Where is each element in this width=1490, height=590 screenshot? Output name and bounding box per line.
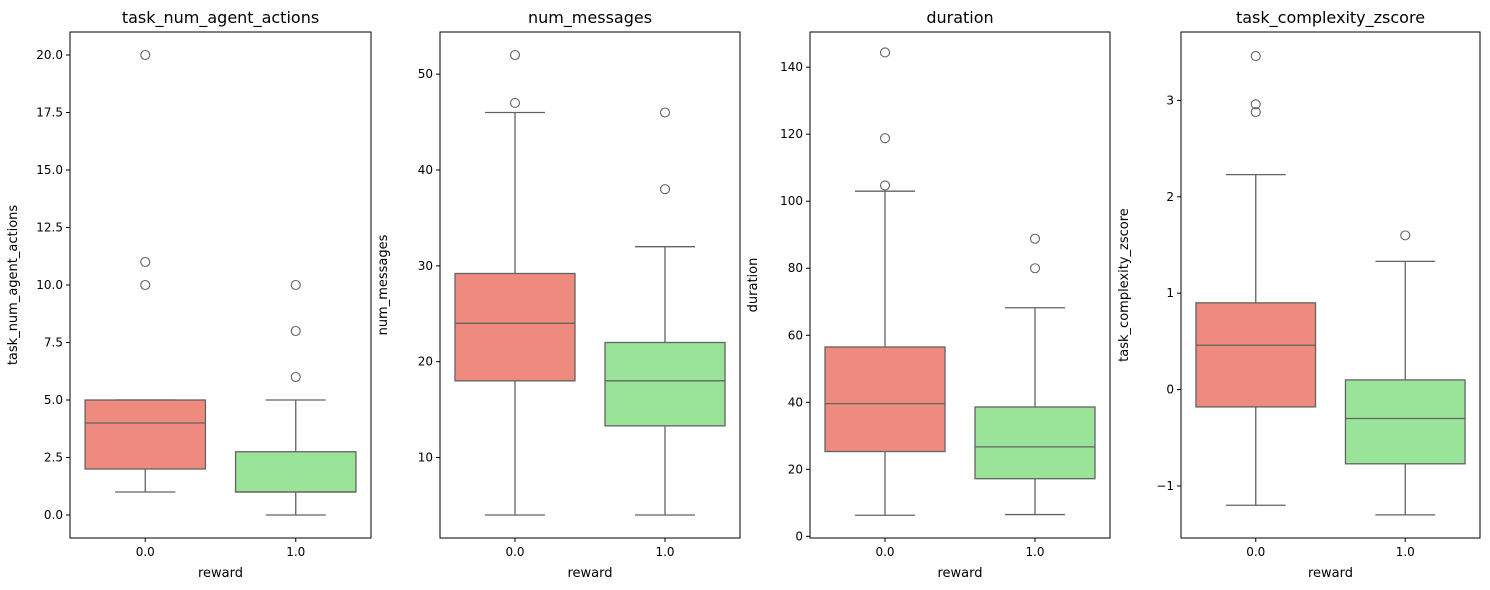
x-tick-label: 0.0 <box>505 545 524 559</box>
y-axis-label: num_messages <box>376 234 391 335</box>
x-axis-label: reward <box>937 566 982 581</box>
outlier-point <box>140 49 151 61</box>
box-0-0 <box>1195 51 1317 506</box>
y-axis-label: duration <box>746 258 761 313</box>
y-axis-label: task_complexity_zscore <box>1117 208 1132 362</box>
y-tick-label: 15.0 <box>36 163 63 177</box>
outlier-point <box>140 279 151 291</box>
y-tick-label: 5.0 <box>44 393 63 407</box>
outlier-point <box>879 133 891 144</box>
y-tick-label: 20 <box>418 355 433 369</box>
x-tick-label: 1.0 <box>655 545 674 559</box>
y-tick-label: 2 <box>1166 190 1174 204</box>
iqr-box <box>1195 302 1317 408</box>
iqr-box <box>1344 379 1466 465</box>
outlier-point <box>1250 51 1261 62</box>
outlier-point <box>509 97 521 108</box>
y-tick-label: 10 <box>418 451 433 465</box>
subplot-0: 0.0 2.5 5.0 7.5 10.0 12.5 15.0 17.5 20.0 0.0 1.0 ta… <box>6 8 372 581</box>
y-tick-label: 20 <box>788 462 803 476</box>
subplot-2: 0 20 40 60 80 100 120 140 0.0 1.0 duration reward du… <box>746 8 1111 581</box>
iqr-box <box>234 451 357 493</box>
y-tick-label: 20.0 <box>36 48 63 62</box>
y-tick-label: 0.0 <box>44 508 63 522</box>
y-tick-label: 0 <box>1166 383 1174 397</box>
outlier-point <box>140 256 151 268</box>
outlier-point <box>1250 106 1261 118</box>
y-tick-label: −1 <box>1156 479 1174 493</box>
iqr-box <box>824 346 946 453</box>
axes-frame <box>1180 31 1481 539</box>
outlier-point <box>290 279 301 291</box>
y-tick-label: 120 <box>780 127 803 141</box>
y-tick-label: 1 <box>1166 286 1174 300</box>
box-1-0 <box>604 107 726 516</box>
x-tick-label: 1.0 <box>1396 545 1415 559</box>
subplot-title: task_complexity_zscore <box>1236 8 1425 28</box>
y-tick-label: 12.5 <box>36 221 63 235</box>
outlier-point <box>290 371 301 383</box>
y-tick-label: 100 <box>780 194 803 208</box>
x-tick-label: 1.0 <box>1025 545 1044 559</box>
y-tick-label: 140 <box>780 60 803 74</box>
iqr-box <box>84 399 207 470</box>
y-tick-label: 50 <box>418 67 433 81</box>
y-tick-label: 40 <box>788 395 803 409</box>
axes-frame <box>809 31 1111 539</box>
y-tick-label: 80 <box>788 261 803 275</box>
y-axis-label: task_num_agent_actions <box>6 205 21 366</box>
x-tick-label: 0.0 <box>136 545 155 559</box>
x-tick-label: 0.0 <box>875 545 894 559</box>
box-1-0 <box>974 233 1096 516</box>
y-tick-label: 2.5 <box>44 451 63 465</box>
y-tick-label: 10.0 <box>36 278 63 292</box>
y-tick-label: 3 <box>1166 93 1174 107</box>
y-tick-label: 7.5 <box>44 336 63 350</box>
subplot-title: num_messages <box>528 8 652 28</box>
box-0-0 <box>454 49 576 516</box>
outlier-point <box>1250 99 1261 110</box>
x-tick-label: 0.0 <box>1246 545 1265 559</box>
subplot-title: duration <box>926 8 993 27</box>
x-tick-label: 1.0 <box>286 545 305 559</box>
outlier-point <box>879 180 891 191</box>
outlier-point <box>290 325 301 337</box>
outlier-point <box>659 107 671 118</box>
outlier-point <box>509 49 521 61</box>
outlier-point <box>1400 230 1411 241</box>
y-tick-label: 60 <box>788 328 803 342</box>
box-0-0 <box>84 49 207 493</box>
y-tick-label: 30 <box>418 259 433 273</box>
outlier-point <box>1029 233 1041 244</box>
box-1-0 <box>1344 230 1466 516</box>
subplot-title: task_num_agent_actions <box>122 8 319 28</box>
x-axis-label: reward <box>1308 566 1353 581</box>
iqr-box <box>974 406 1096 480</box>
x-axis-label: reward <box>198 566 243 581</box>
iqr-box <box>454 272 576 382</box>
outlier-point <box>659 184 671 195</box>
box-0-0 <box>824 47 946 516</box>
subplot-3: −1 0 1 2 3 0.0 1.0 task_complexity_zscorereward… <box>1117 8 1481 581</box>
outlier-point <box>879 47 891 58</box>
outlier-point <box>1029 263 1041 274</box>
x-axis-label: reward <box>567 566 612 581</box>
box-1-0 <box>234 279 357 516</box>
y-tick-label: 0 <box>795 529 803 543</box>
iqr-box <box>604 341 726 427</box>
y-tick-label: 40 <box>418 163 433 177</box>
axes-frame <box>439 31 741 539</box>
y-tick-label: 17.5 <box>36 106 63 120</box>
